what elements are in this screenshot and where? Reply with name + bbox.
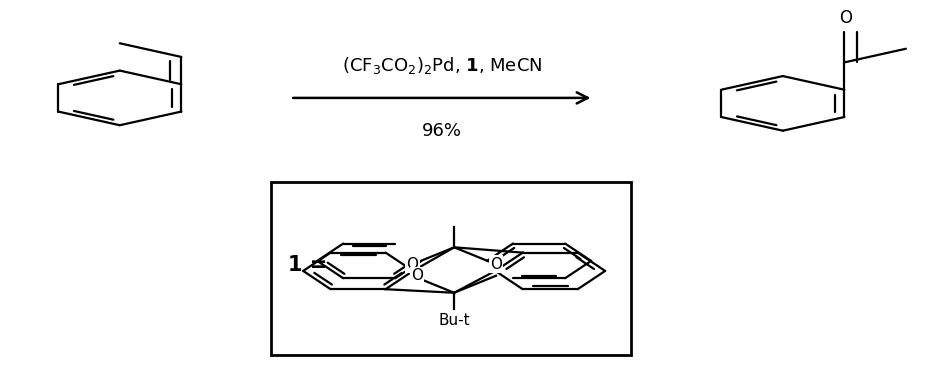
Text: Bu-t: Bu-t [438,313,470,328]
Text: O: O [407,257,418,272]
Text: 1 =: 1 = [289,255,328,275]
Text: 96%: 96% [422,122,462,140]
Text: O: O [839,9,852,27]
Text: (CF$_3$CO$_2$)$_2$Pd, $\mathbf{1}$, MeCN: (CF$_3$CO$_2$)$_2$Pd, $\mathbf{1}$, MeCN [342,55,542,76]
FancyBboxPatch shape [272,182,632,355]
Text: O: O [411,268,423,283]
Text: O: O [490,257,502,272]
